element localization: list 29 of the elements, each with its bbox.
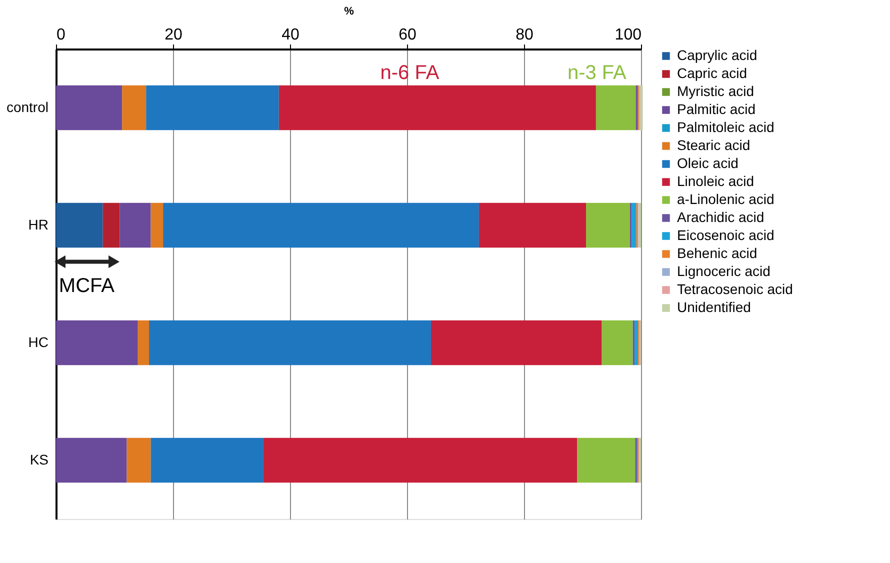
legend-label: Capric acid [677,65,748,81]
y-tick-label: HC [28,334,48,350]
y-tick-label: control [6,98,48,115]
annotation: n-6 FA [380,62,440,84]
legend-label: Linoleic acid [677,173,754,189]
legend-label: Tetracosenoic acid [677,281,793,297]
annotation: n-3 FA [567,62,628,84]
legend-label: Stearic acid [677,137,750,153]
x-tick-label: 100 [614,26,642,44]
legend-label: Palmitic acid [677,101,756,117]
legend-label: a-Linolenic acid [677,191,774,207]
x-tick-label: 60 [398,26,416,44]
y-tick-label: HR [28,216,48,232]
x-tick-label: 20 [164,26,182,44]
legend-label: Palmitoleic acid [677,119,774,135]
legend-label: Oleic acid [677,155,738,171]
x-tick-label: 40 [282,26,300,44]
legend-label: Behenic acid [677,245,758,261]
x-axis-title: % [344,6,354,18]
legend-label: Caprylic acid [677,47,758,63]
legend-label: Unidentified [677,299,751,315]
legend-label: Arachidic acid [677,209,764,225]
legend-label: Eicosenoic acid [677,227,774,243]
legend-label: Lignoceric acid [677,263,770,279]
y-tick-label: KS [30,451,48,468]
x-tick-label: 80 [516,26,534,44]
x-tick-label: 0 [56,26,66,44]
annotation: MCFA [58,274,116,297]
legend-label: Myristic acid [677,83,754,99]
